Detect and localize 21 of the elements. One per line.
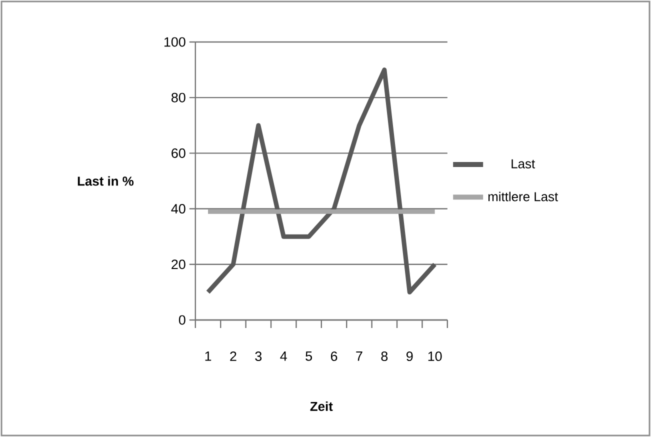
y-tick-label: 20 xyxy=(172,260,186,270)
legend-label: Last xyxy=(512,159,535,168)
x-tick-label: 3 xyxy=(255,352,262,362)
x-tick-label: 2 xyxy=(230,352,236,361)
x-tick-label: 5 xyxy=(306,352,312,361)
x-tick-label: 8 xyxy=(381,352,388,362)
x-tick-label: 10 xyxy=(428,352,442,362)
x-tick-label: 4 xyxy=(280,352,287,361)
y-axis-title: Last in % xyxy=(78,176,134,186)
y-tick-label: 40 xyxy=(171,204,186,214)
x-tick-label: 6 xyxy=(330,352,338,362)
x-tick-label: 7 xyxy=(356,352,362,361)
y-tick-label: 0 xyxy=(178,315,186,325)
legend-label: mittlere Last xyxy=(488,192,558,202)
x-axis-title: Zeit xyxy=(310,402,333,412)
y-tick-label: 100 xyxy=(164,37,186,47)
x-tick-label: 1 xyxy=(205,352,212,361)
y-tick-label: 80 xyxy=(172,92,186,102)
y-tick-label: 60 xyxy=(172,148,186,158)
line-series xyxy=(206,68,438,294)
x-tick-label: 9 xyxy=(406,352,413,362)
